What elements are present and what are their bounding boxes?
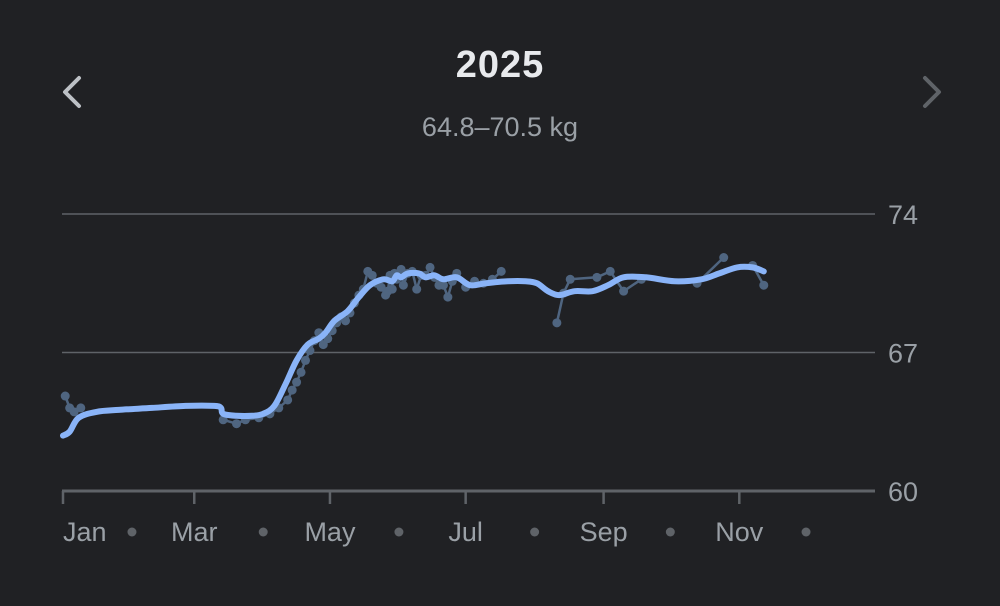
previous-year-button[interactable] (50, 70, 94, 114)
raw-point (565, 274, 575, 284)
x-tick-label-jan: Jan (63, 517, 107, 547)
y-tick-label-60: 60 (888, 477, 918, 507)
x-month-dot-2 (394, 527, 404, 537)
raw-point (60, 391, 70, 401)
raw-point (412, 284, 422, 294)
raw-line (64, 256, 765, 425)
raw-point (367, 270, 377, 280)
raw-point (376, 282, 386, 292)
x-axis: Jan Mar May Jul Sep Nov (61, 491, 811, 547)
raw-point (69, 407, 79, 417)
raw-point (552, 318, 562, 328)
trend-line-layer (60, 263, 767, 439)
raw-point (443, 292, 453, 302)
raw-point (287, 385, 297, 395)
x-month-dot-5 (801, 527, 811, 537)
chevron-left-icon (63, 76, 81, 108)
raw-point (759, 280, 769, 290)
y-tick-label-74: 74 (888, 200, 918, 230)
raw-point (387, 284, 397, 294)
raw-point (341, 316, 351, 326)
raw-point (232, 419, 242, 429)
x-tick-label-sep: Sep (580, 517, 628, 547)
x-tick-label-may: May (304, 517, 356, 547)
raw-point (425, 262, 435, 272)
raw-point (592, 272, 602, 282)
raw-point (396, 264, 406, 274)
raw-point (605, 266, 615, 276)
raw-point (619, 286, 629, 296)
y-axis: 74 67 60 (888, 200, 918, 507)
chevron-right-icon (923, 76, 941, 108)
x-month-dot-3 (530, 527, 540, 537)
chart-title: 2025 (455, 44, 545, 86)
raw-point (283, 395, 293, 405)
x-month-dot-0 (127, 527, 137, 537)
raw-point (496, 266, 506, 276)
raw-point (300, 355, 310, 365)
x-tick-label-mar: Mar (171, 517, 218, 547)
raw-point (438, 280, 448, 290)
raw-point (719, 253, 729, 263)
raw-point (76, 403, 86, 413)
y-tick-label-67: 67 (888, 339, 918, 369)
grid-layer (62, 213, 875, 493)
trend-line (60, 263, 767, 439)
raw-point (296, 367, 306, 377)
weight-range-label: 64.8–70.5 kg (421, 112, 579, 142)
x-month-dot-4 (665, 527, 675, 537)
x-month-dot-1 (258, 527, 268, 537)
x-tick-label-jul: Jul (448, 517, 483, 547)
raw-point (292, 377, 302, 387)
x-tick-label-nov: Nov (715, 517, 764, 547)
raw-point (398, 280, 408, 290)
next-year-button[interactable] (910, 70, 954, 114)
